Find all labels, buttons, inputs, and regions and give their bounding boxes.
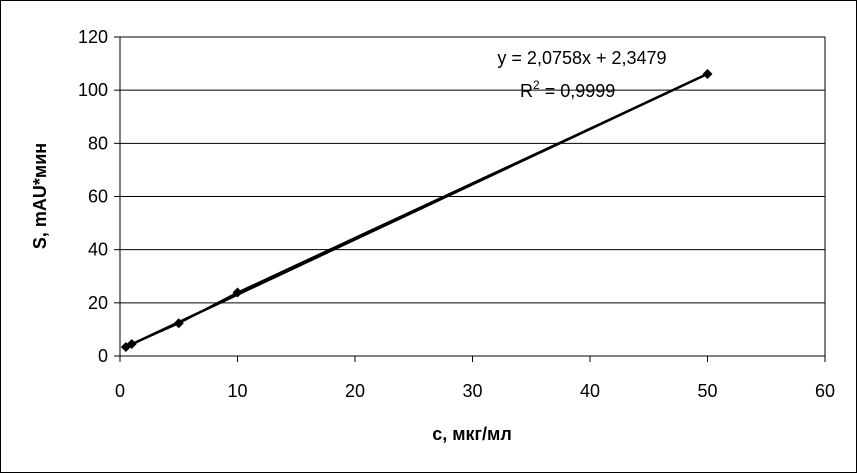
y-tick-labels: 0 20 40 60 80 100 120: [78, 27, 108, 366]
y-tick-label-100: 100: [78, 80, 108, 100]
data-point-4: [702, 68, 713, 79]
trendline: [125, 72, 709, 349]
x-axis-title: c, мкг/мл: [432, 424, 512, 444]
r-squared-exponent: 2: [533, 78, 540, 92]
data-point-2: [173, 318, 184, 329]
r-squared-prefix: R: [520, 81, 533, 101]
x-tick-label-30: 30: [462, 381, 482, 401]
axes: [114, 36, 826, 362]
y-axis-title: S, mAU*мин: [30, 143, 50, 249]
x-tick-label-60: 60: [815, 381, 835, 401]
x-tick-labels: 0 10 20 30 40 50 60: [115, 381, 835, 401]
trendline-equation: y = 2,0758x + 2,3479: [497, 48, 666, 68]
x-tick-label-20: 20: [345, 381, 365, 401]
x-tick-label-10: 10: [227, 381, 247, 401]
x-tick-label-50: 50: [697, 381, 717, 401]
r-squared-label: R2 = 0,9999: [520, 78, 615, 101]
data-point-1: [126, 339, 137, 350]
x-tick-label-0: 0: [115, 381, 125, 401]
r-squared-value: = 0,9999: [540, 81, 616, 101]
data-point-3: [232, 287, 243, 298]
grid-lines: [120, 36, 825, 304]
y-tick-label-80: 80: [88, 133, 108, 153]
x-tick-label-40: 40: [580, 381, 600, 401]
y-tick-label-0: 0: [98, 346, 108, 366]
y-tick-label-120: 120: [78, 27, 108, 47]
y-tick-label-20: 20: [88, 293, 108, 313]
y-tick-label-60: 60: [88, 187, 108, 207]
plot-area: [120, 68, 713, 352]
y-tick-label-40: 40: [88, 240, 108, 260]
